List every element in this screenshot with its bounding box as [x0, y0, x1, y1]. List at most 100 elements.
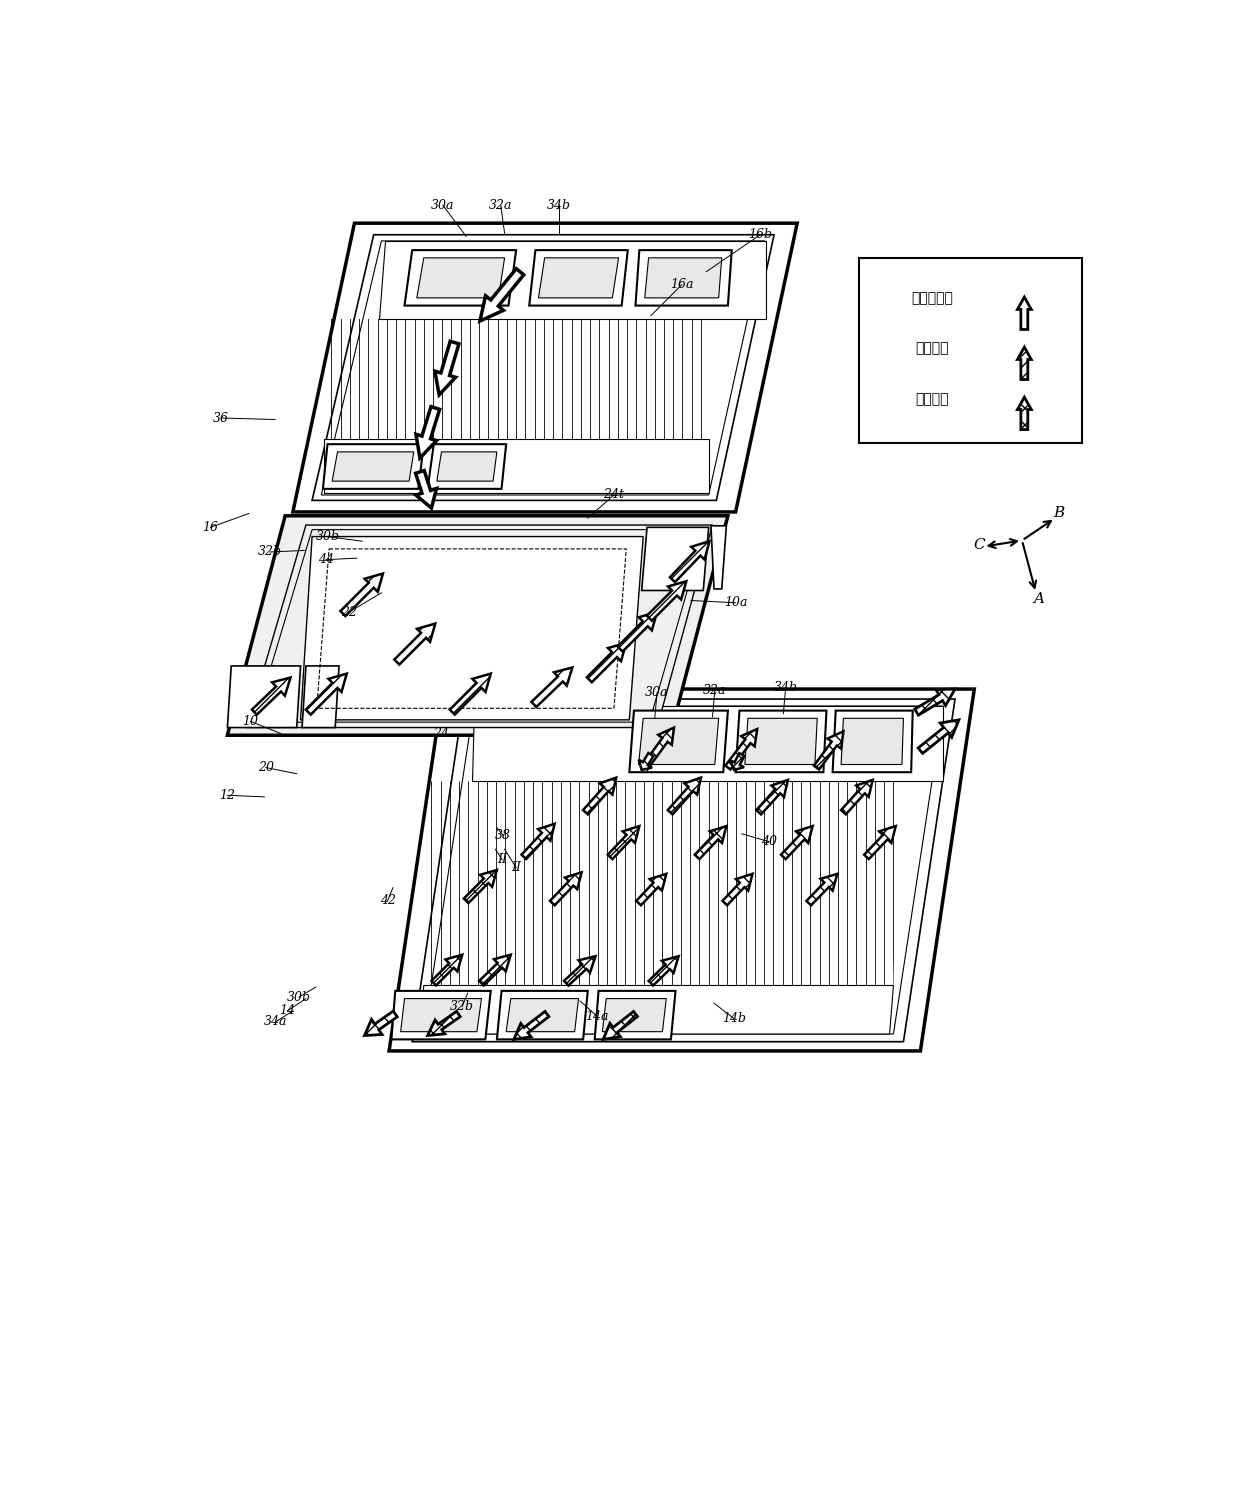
Polygon shape: [639, 719, 719, 764]
FancyArrow shape: [636, 874, 666, 906]
Polygon shape: [389, 689, 975, 1050]
FancyArrow shape: [365, 1011, 397, 1035]
Polygon shape: [379, 241, 766, 319]
Text: 38: 38: [495, 829, 511, 842]
FancyArrow shape: [450, 674, 491, 714]
Text: A: A: [1033, 592, 1044, 606]
Text: 40: 40: [760, 835, 776, 848]
Polygon shape: [645, 258, 722, 298]
FancyArrow shape: [1017, 347, 1032, 380]
Text: 氧化剂气体: 氧化剂气体: [911, 292, 952, 306]
FancyArrow shape: [532, 668, 573, 707]
Text: 42: 42: [379, 894, 396, 907]
FancyArrow shape: [564, 957, 595, 986]
Text: C: C: [973, 538, 985, 552]
FancyArrow shape: [918, 720, 959, 754]
FancyArrow shape: [864, 826, 895, 859]
FancyArrow shape: [583, 778, 616, 814]
FancyArrow shape: [415, 407, 440, 458]
Text: 32b: 32b: [258, 546, 281, 559]
Polygon shape: [832, 711, 913, 772]
Text: 燃料气体: 燃料气体: [915, 392, 949, 405]
FancyArrow shape: [608, 826, 640, 859]
Polygon shape: [497, 992, 588, 1040]
Polygon shape: [392, 992, 491, 1040]
FancyArrow shape: [642, 728, 675, 770]
FancyArrow shape: [781, 826, 812, 859]
Polygon shape: [641, 527, 708, 591]
Polygon shape: [428, 445, 506, 488]
Text: 30a: 30a: [645, 686, 668, 699]
Text: II: II: [511, 860, 521, 874]
Polygon shape: [735, 711, 826, 772]
Text: 14b: 14b: [722, 1013, 746, 1025]
Polygon shape: [436, 452, 497, 481]
FancyArrow shape: [306, 674, 347, 714]
Polygon shape: [312, 235, 774, 500]
Polygon shape: [322, 445, 424, 488]
Polygon shape: [404, 250, 516, 306]
FancyArrow shape: [639, 754, 653, 770]
Text: 30b: 30b: [286, 990, 311, 1004]
Text: 10a: 10a: [724, 597, 748, 609]
Polygon shape: [506, 999, 579, 1032]
Polygon shape: [630, 711, 728, 772]
Polygon shape: [254, 529, 704, 722]
FancyArrow shape: [435, 341, 459, 395]
Polygon shape: [595, 992, 676, 1040]
Polygon shape: [412, 699, 955, 1041]
Text: II: II: [497, 853, 507, 867]
FancyArrow shape: [915, 689, 955, 716]
Polygon shape: [293, 223, 797, 512]
Text: 24t: 24t: [604, 488, 625, 502]
Text: 16a: 16a: [670, 279, 693, 291]
FancyArrow shape: [252, 678, 290, 714]
Polygon shape: [417, 258, 505, 298]
Polygon shape: [227, 515, 728, 735]
Text: 44: 44: [317, 553, 334, 567]
FancyArrow shape: [415, 470, 436, 508]
Polygon shape: [324, 439, 708, 493]
Polygon shape: [247, 524, 713, 728]
Text: 24: 24: [434, 728, 449, 740]
Polygon shape: [841, 719, 904, 764]
Polygon shape: [745, 719, 817, 764]
FancyArrow shape: [723, 874, 753, 906]
Polygon shape: [332, 452, 414, 481]
Polygon shape: [538, 258, 619, 298]
Text: 20: 20: [258, 761, 274, 775]
FancyArrow shape: [1017, 297, 1032, 330]
FancyArrow shape: [668, 778, 701, 814]
Text: 32b: 32b: [450, 999, 474, 1013]
FancyArrow shape: [1017, 398, 1032, 429]
FancyArrow shape: [618, 612, 657, 651]
Text: 14: 14: [279, 1004, 295, 1017]
FancyArrow shape: [551, 873, 582, 906]
FancyArrow shape: [730, 754, 744, 770]
FancyArrow shape: [841, 781, 873, 814]
Text: 32a: 32a: [703, 684, 727, 698]
Polygon shape: [420, 986, 894, 1034]
FancyArrow shape: [464, 870, 497, 903]
Text: 10: 10: [243, 714, 258, 728]
Text: 22: 22: [341, 606, 357, 618]
Text: 14a: 14a: [585, 1010, 609, 1023]
Polygon shape: [300, 536, 644, 720]
Polygon shape: [401, 999, 481, 1032]
Polygon shape: [711, 526, 727, 589]
FancyArrow shape: [479, 955, 511, 986]
Text: 36: 36: [213, 411, 229, 425]
FancyArrow shape: [603, 1011, 637, 1040]
Text: 30a: 30a: [432, 199, 455, 212]
Text: 32a: 32a: [489, 199, 512, 212]
Polygon shape: [321, 241, 765, 494]
FancyArrow shape: [756, 781, 787, 814]
Polygon shape: [227, 666, 300, 728]
Text: 34b: 34b: [547, 199, 570, 212]
Text: 30b: 30b: [315, 530, 340, 543]
FancyArrow shape: [694, 826, 727, 859]
Text: 冷却介质: 冷却介质: [915, 342, 949, 356]
Text: 16: 16: [202, 521, 218, 533]
Text: 16b: 16b: [748, 228, 773, 241]
FancyArrow shape: [813, 731, 843, 770]
